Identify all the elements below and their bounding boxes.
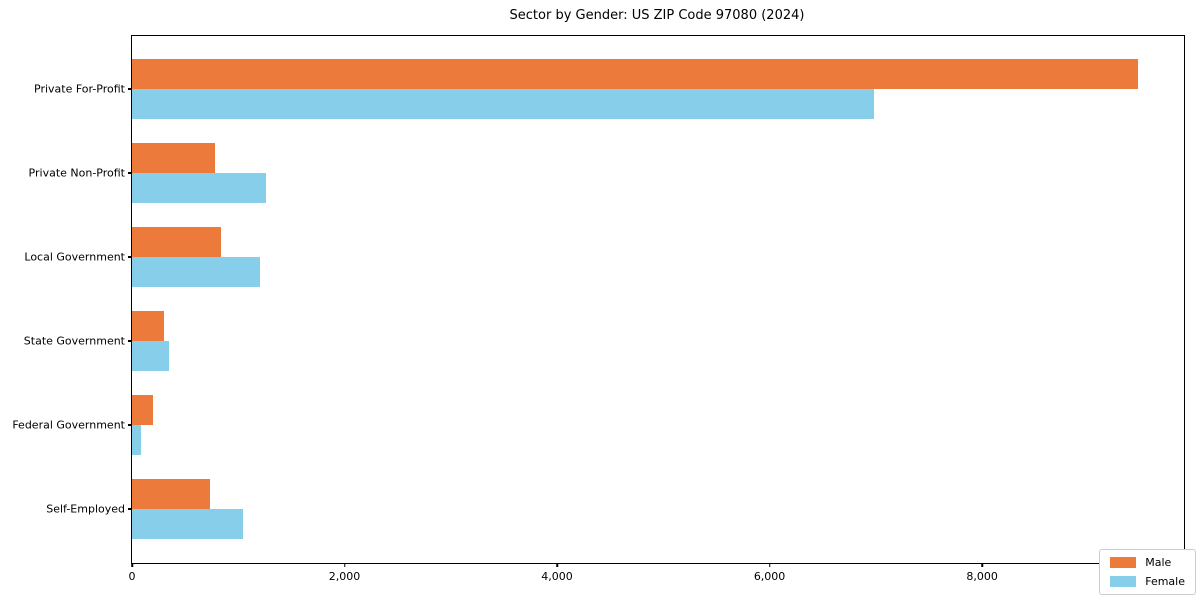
plot-area: Private For-Profit Private Non-Profit Loca…	[12, 35, 1185, 583]
bar-male-self-employed	[132, 479, 210, 509]
x-tick-mark	[131, 563, 133, 567]
x-tick-mark	[981, 563, 983, 567]
bar-male-private-non-profit	[132, 143, 215, 173]
y-tick-mark	[128, 340, 132, 342]
y-tick-mark	[128, 424, 132, 426]
bar-male-state-government	[132, 311, 164, 341]
legend-entry-male: Male	[1110, 556, 1185, 569]
y-tick-mark	[128, 88, 132, 90]
x-tick-label-6-000: 6,000	[753, 570, 786, 583]
legend: Male Female	[1099, 549, 1196, 595]
bar-female-local-government	[132, 257, 260, 287]
x-tick-mark	[343, 563, 346, 567]
bar-male-private-for-profit	[132, 59, 1139, 89]
y-tick-label-private-non-profit: Private Non-Profit	[28, 166, 125, 180]
chart-title: Sector by Gender: US ZIP Code 97080 (202…	[509, 8, 805, 23]
legend-label-male: Male	[1145, 556, 1172, 569]
legend-label-female: Female	[1145, 575, 1185, 588]
bar-female-self-employed	[132, 509, 243, 539]
x-tick-mark	[768, 563, 771, 567]
x-tick-label-0: 0	[128, 570, 136, 583]
x-tick-label-8-000: 8,000	[966, 570, 998, 583]
y-tick-label-self-employed: Self-Employed	[46, 502, 125, 516]
x-tick-mark	[556, 563, 558, 567]
bar-female-private-for-profit	[132, 89, 874, 119]
bar-male-local-government	[132, 227, 222, 257]
bar-female-private-non-profit	[132, 173, 266, 203]
y-tick-label-private-for-profit: Private For-Profit	[34, 82, 125, 96]
y-tick-mark	[128, 256, 132, 258]
legend-swatch-female	[1110, 576, 1137, 587]
y-tick-mark	[128, 508, 132, 510]
legend-swatch-male	[1110, 557, 1137, 568]
y-tick-label-local-government: Local Government	[24, 250, 125, 264]
y-tick-mark	[128, 172, 132, 174]
bar-female-federal-government	[132, 425, 141, 455]
bar-male-federal-government	[132, 395, 154, 425]
bar-female-state-government	[132, 341, 170, 371]
x-tick-label-2-000: 2,000	[328, 570, 361, 583]
y-tick-label-federal-government: Federal Government	[12, 418, 125, 432]
y-tick-label-state-government: State Government	[23, 334, 125, 348]
legend-entry-female: Female	[1110, 575, 1185, 588]
x-tick-label-4-000: 4,000	[541, 570, 573, 583]
